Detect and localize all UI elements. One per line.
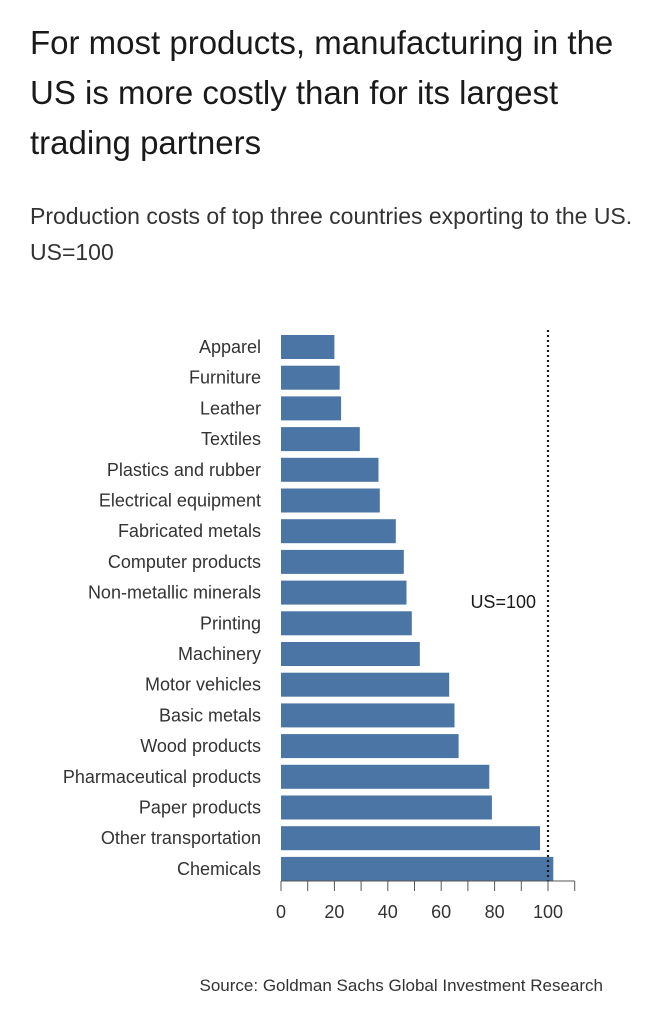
x-tick-label: 60 (431, 902, 451, 922)
category-label: Electrical equipment (99, 491, 261, 511)
bar (281, 856, 554, 881)
category-label: Plastics and rubber (107, 460, 261, 480)
category-label: Chemicals (177, 859, 261, 879)
reference-line-label: US=100 (470, 592, 536, 612)
bar (281, 335, 335, 359)
bar-chart: Apparel Furniture Leather Textiles Plastics … (63, 330, 576, 922)
bar (281, 549, 404, 574)
x-tick-label: 100 (533, 902, 563, 922)
bar (281, 580, 407, 605)
category-label: Basic metals (159, 705, 261, 725)
category-label: Computer products (108, 552, 261, 572)
category-label: Pharmaceutical products (63, 767, 261, 787)
bar (281, 427, 360, 452)
bar (281, 642, 420, 666)
category-label: Motor vehicles (145, 675, 261, 695)
x-tick-label: 40 (378, 902, 398, 922)
bar (281, 672, 450, 697)
category-label: Fabricated metals (118, 521, 261, 541)
category-label: Other transportation (101, 828, 261, 848)
category-label: Apparel (199, 337, 261, 357)
category-label: Printing (200, 613, 261, 633)
bar (281, 519, 396, 544)
bar (281, 764, 490, 789)
category-label: Paper products (139, 798, 261, 818)
bar (281, 365, 340, 390)
bar (281, 457, 379, 482)
category-label: Non-metallic minerals (88, 583, 261, 603)
x-tick-label: 80 (485, 902, 505, 922)
bar (281, 734, 459, 759)
bar (281, 396, 342, 421)
category-label: Furniture (189, 368, 261, 388)
x-tick-label: 0 (276, 902, 286, 922)
bar (281, 611, 412, 636)
category-label: Machinery (178, 644, 261, 664)
category-label: Leather (200, 398, 261, 418)
bar (281, 488, 380, 513)
source-note: Source: Goldman Sachs Global Investment … (199, 976, 603, 995)
x-tick-label: 20 (324, 902, 344, 922)
chart-title: For most products, manufacturing in the … (30, 24, 614, 161)
bar (281, 826, 540, 851)
category-label: Textiles (201, 429, 261, 449)
category-label: Wood products (140, 736, 261, 756)
bar (281, 703, 455, 728)
chart-subtitle: Production costs of top three countries … (30, 203, 633, 265)
bar (281, 795, 492, 820)
